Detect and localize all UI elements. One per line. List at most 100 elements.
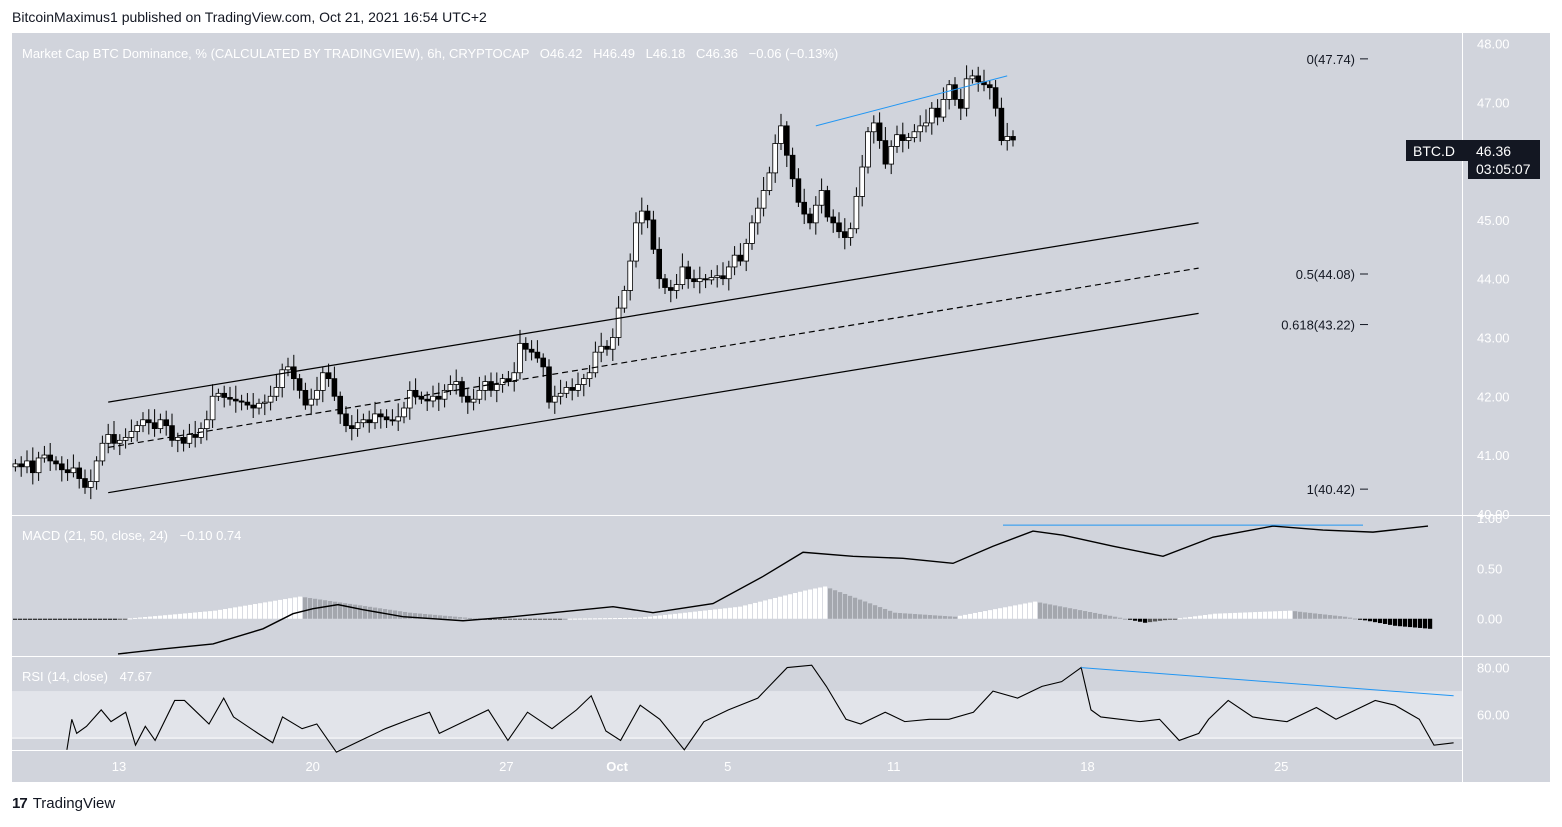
macd-hist-bar [953,616,958,619]
footer: 17 TradingView [12,795,115,812]
macd-hist-bar [1193,616,1198,619]
tradingview-logo-icon: 17 [12,795,28,812]
axes: 48.0047.0046.0045.0044.0043.0042.0041.00… [112,37,1510,774]
candle-down [784,125,790,156]
candle-down [366,419,372,424]
legend-close-value: 46.36 [705,46,738,61]
legend-high-value: 46.49 [602,46,635,61]
macd-hist-bar [1288,610,1293,619]
macd-hist-bar [398,611,403,619]
macd-hist-bar [1088,611,1093,619]
macd-hist-bar [808,589,813,619]
macd-hist-bar [1268,611,1273,619]
macd-hist-bar [723,608,728,619]
macd-hist-bar [78,618,83,620]
footer-brand: TradingView [32,795,116,812]
candle-down [435,395,442,400]
macd-hist-bar [448,616,453,619]
candle-down [522,342,529,350]
macd-hist-bar [1068,608,1073,619]
candle-up [946,84,952,100]
macd-hist-bar [908,613,913,619]
btc-dominance-chart[interactable]: 48.0047.0046.0045.0044.0043.0042.0041.00… [12,33,1550,782]
candle-down [151,422,158,429]
rsi-tick-label: 60.00 [1477,708,1510,723]
candle-down [992,87,999,109]
rsi-label: RSI (14, close) [22,669,108,684]
macd-hist-bar [993,609,998,619]
macd-hist-bar [518,618,523,620]
macd-hist-bar [883,608,888,619]
candle-down [702,278,709,281]
candle-up [749,222,755,244]
candle-up [760,190,767,209]
macd-hist-bar [113,618,118,620]
macd-hist-bar [98,618,103,620]
macd-hist-bar [1298,611,1303,619]
macd-hist-bar [223,609,228,619]
macd-hist-bar [153,616,158,619]
macd-hist-bar [798,591,803,619]
macd-hist-bar [543,618,548,620]
candle-up [511,372,517,382]
macd-hist-bar [788,594,793,619]
macd-hist-bar [978,611,983,619]
macd-hist-bar [148,616,153,619]
candle-down [569,387,575,391]
price-pane-bg[interactable] [12,33,1462,515]
macd-hist-bar [318,599,323,619]
macd-hist-bar [1093,612,1098,619]
macd-hist-bar [323,600,328,619]
macd-hist-bar [128,618,133,620]
candle-up [203,419,210,429]
macd-label: MACD (21, 50, close, 24) [22,528,168,543]
macd-hist-bar [878,607,883,619]
candle-down [337,395,343,415]
macd-hist-bar [1078,610,1083,619]
candle-down [377,413,384,418]
macd-hist-bar [898,613,903,619]
candle-down [412,389,419,397]
last-price-badge[interactable]: BTC.D 46.36 03:05:07 [1406,140,1540,179]
macd-hist-bar [528,618,533,620]
macd-hist-bar [678,613,683,619]
macd-hist-bar [183,613,188,619]
chart-frame[interactable]: 48.0047.0046.0045.0044.0043.0042.0041.00… [12,33,1550,782]
macd-hist-bar [168,614,173,619]
macd-hist-bar [208,611,213,619]
macd-hist-bar [1208,614,1213,619]
macd-hist-bar [1348,617,1353,619]
macd-hist-bar [658,615,663,619]
time-axis-bg[interactable] [12,751,1462,782]
candle-up [778,125,784,144]
candle-down [662,278,668,288]
fib-level-label: 0(47.74) [1307,52,1355,67]
candle-up [969,75,976,80]
candle-down [82,478,88,488]
macd-hist-bar [943,616,948,619]
macd-hist-bar [1173,618,1178,620]
candle-up [917,125,923,133]
candle-up [714,275,720,278]
macd-pane-bg[interactable] [12,516,1462,656]
candle-down [952,84,958,100]
macd-hist-bar [1043,603,1048,619]
candle-up [476,389,483,400]
macd-hist-bar [443,615,448,619]
macd-hist-bar [333,601,338,619]
macd-hist-bar [243,605,248,619]
last-price-value-box [1468,140,1540,179]
macd-hist-bar [813,588,818,619]
candle-down [534,351,541,359]
candle-up [441,389,448,400]
candle-up [888,146,894,165]
fib-level-label: 0.5(44.08) [1296,267,1355,282]
macd-tick-label: 0.00 [1477,612,1502,627]
macd-hist-bar [193,612,198,619]
candle-up [731,254,738,268]
legend-title: Market Cap BTC Dominance, % (CALCULATED … [22,46,529,61]
macd-hist-bar [238,606,243,619]
macd-hist-bar [1038,602,1043,619]
candle-down [801,201,807,215]
macd-hist-bar [888,610,893,619]
